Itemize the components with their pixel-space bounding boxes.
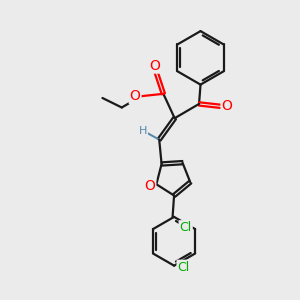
Text: Cl: Cl: [178, 261, 190, 274]
Text: O: O: [130, 89, 141, 103]
Text: Cl: Cl: [179, 221, 192, 234]
Text: O: O: [149, 58, 160, 73]
Text: O: O: [144, 179, 155, 193]
Text: O: O: [221, 99, 233, 113]
Text: H: H: [139, 126, 147, 136]
